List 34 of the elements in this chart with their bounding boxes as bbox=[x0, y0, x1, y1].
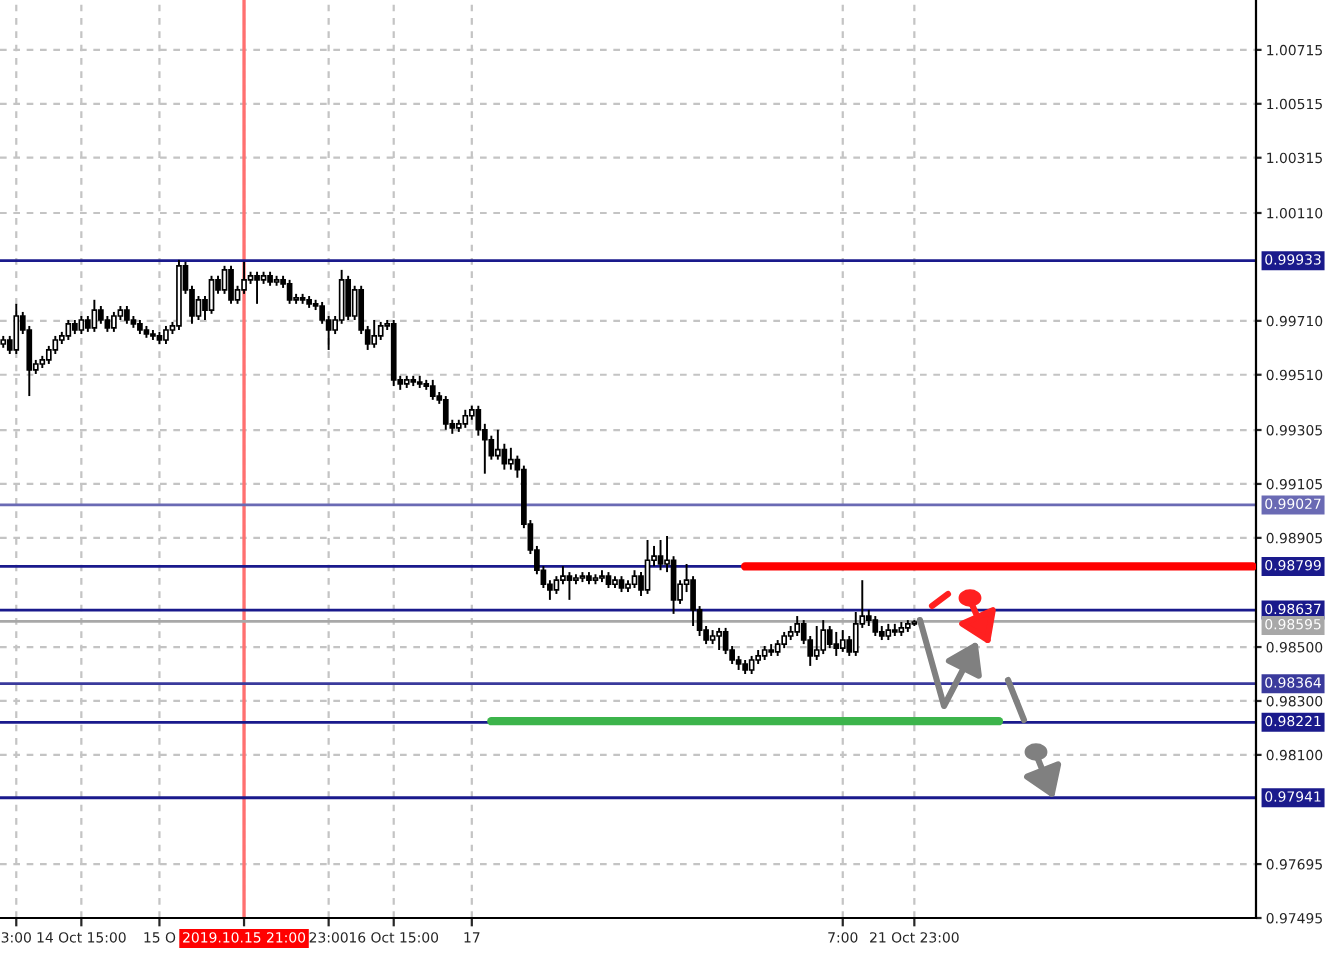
candlestick bbox=[254, 270, 260, 305]
candlestick bbox=[794, 615, 801, 637]
candlestick bbox=[377, 320, 384, 341]
candlestick bbox=[345, 274, 352, 321]
candlestick bbox=[111, 310, 117, 333]
candlestick bbox=[228, 264, 234, 305]
candlestick bbox=[560, 565, 566, 586]
candlestick bbox=[872, 615, 879, 637]
candlestick bbox=[13, 302, 20, 355]
candlestick bbox=[442, 395, 449, 431]
candlestick bbox=[820, 619, 827, 656]
candlestick bbox=[839, 629, 846, 653]
candlestick bbox=[78, 315, 85, 336]
candlestick bbox=[826, 625, 833, 650]
candlestick bbox=[91, 298, 98, 333]
candlestick bbox=[644, 539, 651, 595]
candlestick bbox=[371, 319, 378, 349]
candlestick bbox=[163, 324, 169, 345]
candlestick bbox=[286, 278, 293, 305]
candlestick bbox=[221, 264, 228, 295]
candlestick bbox=[65, 319, 72, 341]
candlestick bbox=[722, 626, 729, 656]
candlestick bbox=[429, 378, 436, 401]
candlestick bbox=[813, 625, 820, 661]
candlestick bbox=[748, 654, 755, 675]
candlestick bbox=[716, 626, 722, 651]
candlestick bbox=[657, 539, 664, 572]
candlestick bbox=[195, 295, 202, 321]
candlestick bbox=[494, 428, 501, 461]
candlestick bbox=[833, 630, 840, 657]
candlestick bbox=[508, 446, 514, 471]
candlestick bbox=[462, 408, 469, 429]
candlestick bbox=[566, 571, 573, 601]
candlestick bbox=[45, 344, 52, 365]
